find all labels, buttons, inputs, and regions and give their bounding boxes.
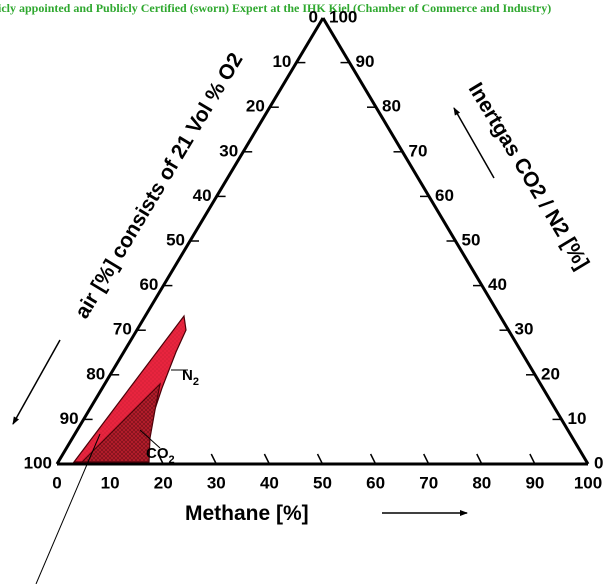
air-tick-label: 90	[60, 409, 79, 428]
air-tick-label: 80	[86, 364, 105, 383]
methane-tick-label: 100	[574, 473, 602, 492]
inertgas-tick-label: 30	[515, 320, 534, 339]
inertgas-tick-label: 90	[356, 52, 375, 71]
methane-tick-mark	[210, 453, 217, 465]
methane-tick-label: 40	[260, 473, 279, 492]
inertgas-axis-ticks	[340, 61, 562, 421]
inertgas-tick-label: 80	[382, 97, 401, 116]
methane-tick-label: 0	[52, 473, 61, 492]
methane-tick-mark	[423, 453, 430, 465]
methane-tick-mark	[476, 453, 483, 465]
methane-tick-label: 30	[207, 473, 226, 492]
inertgas-tick-label: 20	[541, 364, 560, 383]
air-axis-tick-labels: 0 10 20 30 40 50 60 70 80 90 100	[24, 7, 318, 472]
air-axis-ticks	[83, 61, 306, 421]
inertgas-axis-tick-labels: 0 10 20 30 40 50 60 70 80 90 100	[329, 7, 603, 472]
expert-header-banner: Publicly appointed and Publicly Certifie…	[0, 1, 552, 15]
inertgas-tick-label: 10	[568, 409, 587, 428]
co2-region-label: CO2	[146, 445, 175, 466]
co2-leader-line	[139, 429, 161, 449]
air-tick-label: 70	[113, 320, 132, 339]
air-tick-label: 60	[139, 275, 158, 294]
methane-tick-mark	[316, 453, 324, 465]
air-tick-label: 40	[193, 186, 212, 205]
n2-region-label: N2	[182, 367, 199, 388]
methane-tick-mark	[529, 453, 536, 465]
inertgas-tick-label: 40	[488, 275, 507, 294]
inertgas-tick-label: 50	[462, 230, 481, 249]
methane-tick-mark	[157, 453, 164, 465]
methane-tick-label: 10	[101, 473, 120, 492]
methane-tick-label: 90	[525, 473, 544, 492]
inertgas-tick-label: 0	[594, 453, 603, 472]
methane-axis-title: Methane [%]	[185, 502, 309, 525]
air-tick-label: 20	[246, 97, 265, 116]
air-tick-label: 50	[166, 230, 185, 249]
air-tick-label: 0	[309, 7, 318, 26]
methane-tick-mark	[369, 453, 377, 465]
air-tick-label: 30	[219, 141, 238, 160]
air-direction-arrow	[12, 339, 61, 425]
methane-tick-mark	[263, 453, 271, 465]
inertgas-axis-title: Inertgas CO2 / N2 [%]	[464, 79, 594, 274]
air-axis-title: air [%] consists of 21 Vol % O2	[71, 49, 248, 323]
methane-tick-label: 80	[472, 473, 491, 492]
methane-tick-label: 20	[154, 473, 173, 492]
methane-axis-tick-labels: 0 10 20 30 40 50 60 70 80 90 100	[52, 473, 602, 492]
stoichiometric-line	[35, 433, 101, 584]
methane-tick-label: 70	[419, 473, 438, 492]
air-tick-label: 100	[24, 453, 52, 472]
inertgas-tick-label: 70	[409, 141, 428, 160]
inertgas-tick-label: 100	[329, 7, 357, 26]
inertgas-tick-label: 60	[435, 186, 454, 205]
co2-flammability-region	[80, 382, 161, 463]
air-tick-label: 10	[272, 52, 291, 71]
inertgas-direction-arrow	[453, 107, 495, 179]
methane-tick-label: 60	[366, 473, 385, 492]
methane-tick-label: 50	[313, 473, 332, 492]
